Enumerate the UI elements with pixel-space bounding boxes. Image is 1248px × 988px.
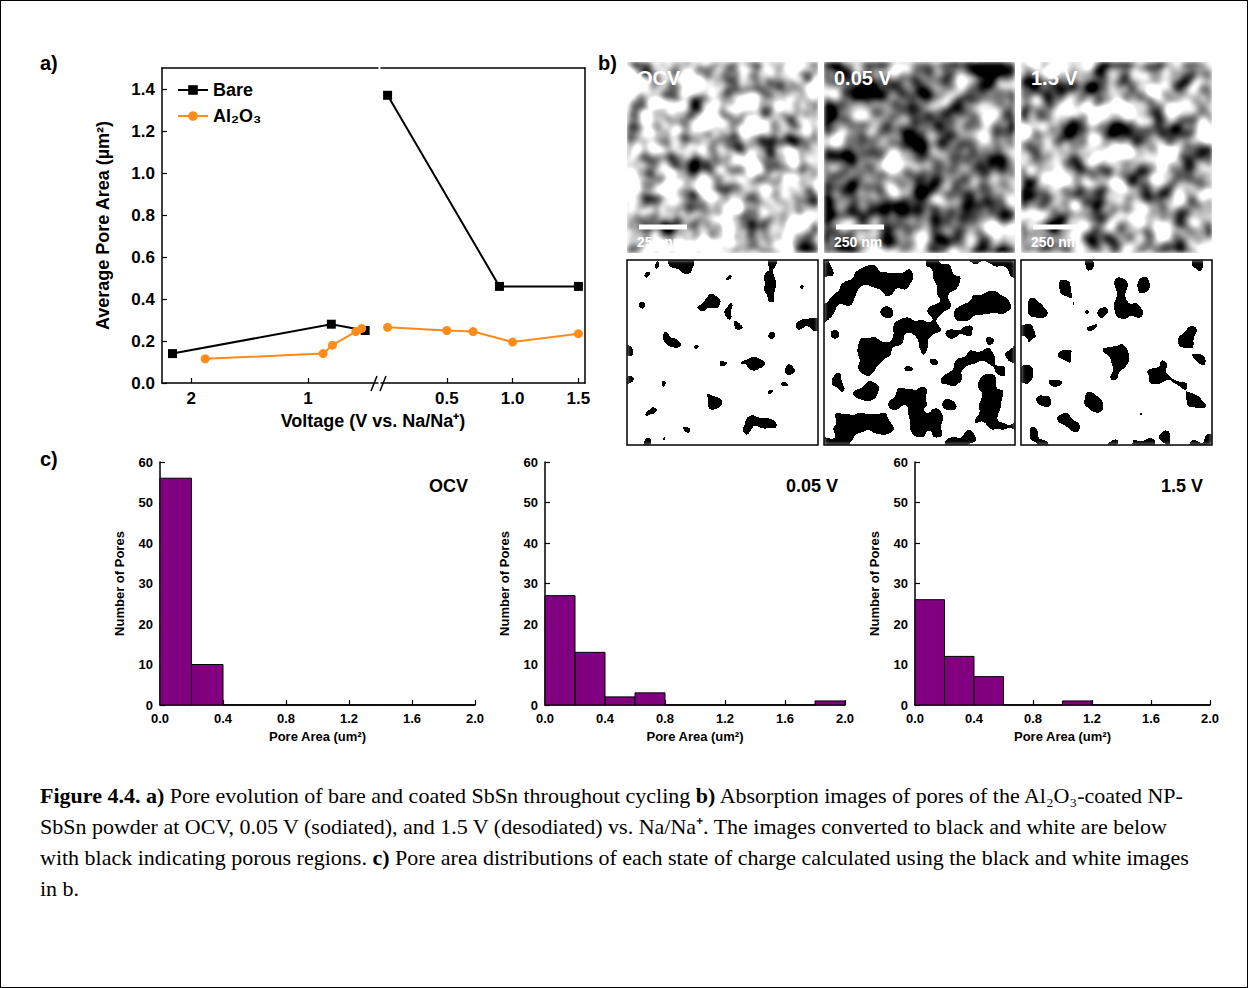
svg-text:0.05 V: 0.05 V bbox=[786, 476, 838, 496]
svg-text:40: 40 bbox=[524, 536, 538, 551]
svg-text:40: 40 bbox=[139, 536, 153, 551]
svg-text:250 nm: 250 nm bbox=[834, 234, 882, 250]
svg-text:0.6: 0.6 bbox=[131, 248, 155, 267]
svg-text:Number of Pores: Number of Pores bbox=[867, 531, 882, 636]
svg-text:2.0: 2.0 bbox=[836, 711, 854, 726]
svg-text:50: 50 bbox=[894, 495, 908, 510]
svg-text:0.8: 0.8 bbox=[131, 206, 155, 225]
svg-text:0.0: 0.0 bbox=[151, 711, 169, 726]
svg-text:Bare: Bare bbox=[213, 80, 253, 100]
svg-text:1.0: 1.0 bbox=[501, 389, 525, 408]
svg-text:250 nm: 250 nm bbox=[1031, 234, 1079, 250]
svg-text:60: 60 bbox=[524, 455, 538, 470]
svg-text:0.5: 0.5 bbox=[435, 389, 459, 408]
svg-text:1.4: 1.4 bbox=[131, 80, 155, 99]
svg-text:0.4: 0.4 bbox=[965, 711, 984, 726]
svg-text:1.0: 1.0 bbox=[131, 164, 155, 183]
svg-text:1.5 V: 1.5 V bbox=[1031, 67, 1078, 89]
svg-text:1.2: 1.2 bbox=[716, 711, 734, 726]
svg-text:0.4: 0.4 bbox=[214, 711, 233, 726]
html-text:a): a) bbox=[40, 52, 58, 74]
svg-text:1.6: 1.6 bbox=[1142, 711, 1160, 726]
svg-text:1.2: 1.2 bbox=[340, 711, 358, 726]
svg-text:Number of Pores: Number of Pores bbox=[497, 531, 512, 636]
svg-text:1.2: 1.2 bbox=[1083, 711, 1101, 726]
svg-text:2: 2 bbox=[186, 389, 195, 408]
svg-text:Pore Area (um²): Pore Area (um²) bbox=[646, 729, 743, 744]
svg-text:30: 30 bbox=[524, 576, 538, 591]
svg-text:30: 30 bbox=[894, 576, 908, 591]
svg-text:0.0: 0.0 bbox=[906, 711, 924, 726]
svg-text:Voltage (V vs. Na/Na⁺): Voltage (V vs. Na/Na⁺) bbox=[281, 411, 466, 431]
svg-text:0.8: 0.8 bbox=[1024, 711, 1042, 726]
svg-text:0.8: 0.8 bbox=[656, 711, 674, 726]
svg-text:0: 0 bbox=[145, 697, 153, 713]
svg-text:0.0: 0.0 bbox=[131, 374, 155, 393]
svg-text:Average Pore Area (µm²): Average Pore Area (µm²) bbox=[93, 121, 113, 330]
svg-text:Al₂O₃: Al₂O₃ bbox=[213, 106, 261, 126]
svg-text:1.6: 1.6 bbox=[776, 711, 794, 726]
svg-text:OCV: OCV bbox=[637, 67, 681, 89]
svg-text:60: 60 bbox=[894, 455, 908, 470]
svg-text:250 nm: 250 nm bbox=[637, 234, 685, 250]
svg-text:0.2: 0.2 bbox=[131, 332, 155, 351]
svg-text:Number of Pores: Number of Pores bbox=[112, 531, 127, 636]
svg-text:20: 20 bbox=[524, 617, 538, 632]
svg-text:0: 0 bbox=[900, 697, 908, 713]
svg-text:0.4: 0.4 bbox=[131, 290, 155, 309]
svg-text:Pore Area (um²): Pore Area (um²) bbox=[269, 729, 366, 744]
svg-text:40: 40 bbox=[894, 536, 908, 551]
svg-text:0.0: 0.0 bbox=[536, 711, 554, 726]
svg-text:10: 10 bbox=[139, 657, 153, 672]
svg-text:0.4: 0.4 bbox=[596, 711, 615, 726]
svg-text:60: 60 bbox=[139, 455, 153, 470]
svg-text:2.0: 2.0 bbox=[1201, 711, 1219, 726]
svg-text:20: 20 bbox=[139, 617, 153, 632]
svg-text:1.2: 1.2 bbox=[131, 122, 155, 141]
svg-text:10: 10 bbox=[524, 657, 538, 672]
svg-text:30: 30 bbox=[139, 576, 153, 591]
svg-text:Pore Area (um²): Pore Area (um²) bbox=[1014, 729, 1111, 744]
svg-text:1.6: 1.6 bbox=[403, 711, 421, 726]
html-text:b): b) bbox=[598, 52, 617, 74]
svg-text:50: 50 bbox=[524, 495, 538, 510]
svg-text:50: 50 bbox=[139, 495, 153, 510]
svg-text:1.5 V: 1.5 V bbox=[1161, 476, 1203, 496]
svg-text:OCV: OCV bbox=[429, 476, 468, 496]
svg-text:0: 0 bbox=[530, 697, 538, 713]
svg-text:10: 10 bbox=[894, 657, 908, 672]
svg-text:0.05 V: 0.05 V bbox=[834, 67, 892, 89]
svg-text:20: 20 bbox=[894, 617, 908, 632]
svg-text:1: 1 bbox=[303, 389, 312, 408]
svg-text:1.5: 1.5 bbox=[567, 389, 591, 408]
svg-text:0.8: 0.8 bbox=[277, 711, 295, 726]
html-text:Figure 4.4. a) Pore evolution: Figure 4.4. a) Pore evolution of bare an… bbox=[40, 783, 1189, 901]
svg-text:2.0: 2.0 bbox=[466, 711, 484, 726]
html-text:c): c) bbox=[40, 448, 58, 470]
